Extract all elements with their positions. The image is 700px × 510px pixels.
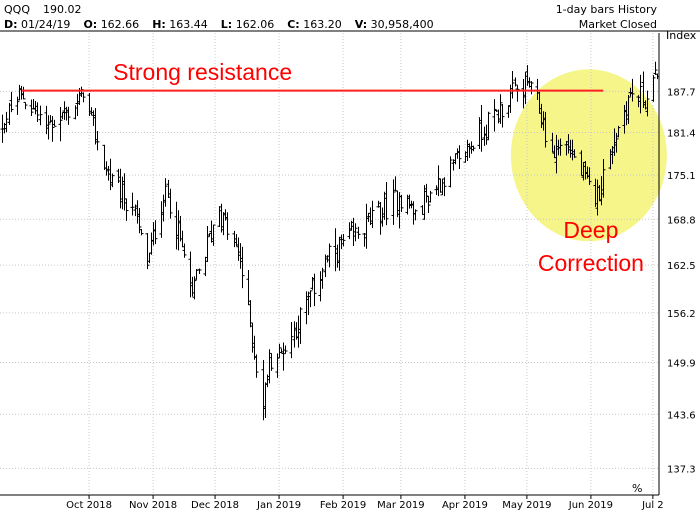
close-value: 163.20 xyxy=(303,18,342,31)
y-tick-label: 143.6 xyxy=(667,410,696,421)
symbol: QQQ xyxy=(4,3,30,16)
y-tick-label: 168.8 xyxy=(667,215,696,226)
date-value: 01/24/19 xyxy=(21,18,71,31)
x-tick-label: Jun 2019 xyxy=(568,500,613,510)
bar-info: 1-day bars History xyxy=(555,3,657,16)
volume-value: 30,958,400 xyxy=(370,18,434,31)
low-label: L: xyxy=(220,18,233,31)
y-axis-label: Index xyxy=(666,29,697,42)
x-tick-label: Apr 2019 xyxy=(442,500,488,510)
ohlcv-line: D: 01/24/19 O: 162.66 H: 163.44 L: 162.0… xyxy=(4,17,434,32)
x-tick-label: May 2019 xyxy=(502,500,551,510)
volume-label: V: xyxy=(354,18,368,31)
high-label: H: xyxy=(152,18,166,31)
x-tick-label: Dec 2018 xyxy=(191,500,239,510)
y-tick-label: 149.9 xyxy=(667,358,696,369)
x-tick-label: Mar 2019 xyxy=(377,500,425,510)
x-tick-label: Jul 2 xyxy=(641,500,664,510)
last-price: 190.02 xyxy=(42,3,82,16)
chart-annotation: Strong resistance xyxy=(113,59,292,85)
chart-info: 1-day bars History Market Closed xyxy=(556,2,657,32)
correction-highlight xyxy=(510,69,667,242)
x-tick-label: Feb 2019 xyxy=(320,500,366,510)
y-tick-label: 137.3 xyxy=(667,464,696,475)
chart-annotation: Correction xyxy=(538,250,644,276)
close-label: C: xyxy=(287,18,300,31)
open-value: 162.66 xyxy=(100,18,140,31)
x-tick-label: Jan 2019 xyxy=(256,500,301,510)
y-tick-label: 181.4 xyxy=(667,128,696,139)
chart-annotation: Deep xyxy=(563,217,618,243)
date-label: D: xyxy=(4,18,18,31)
high-value: 163.44 xyxy=(169,18,208,31)
low-value: 162.06 xyxy=(235,18,275,31)
percent-toggle[interactable]: % xyxy=(632,482,643,495)
y-tick-label: 156.2 xyxy=(667,309,696,320)
y-tick-label: 162.5 xyxy=(667,261,696,272)
market-status: Market Closed xyxy=(578,18,657,31)
open-label: O: xyxy=(83,18,98,31)
symbol-line: QQQ 190.02 xyxy=(4,2,434,17)
y-tick-label: 175.1 xyxy=(667,171,696,182)
x-tick-label: Oct 2018 xyxy=(66,500,112,510)
quote-header: QQQ 190.02 D: 01/24/19 O: 162.66 H: 163.… xyxy=(4,2,434,32)
y-tick-label: 187.7 xyxy=(667,87,696,98)
x-tick-label: Nov 2018 xyxy=(129,500,177,510)
